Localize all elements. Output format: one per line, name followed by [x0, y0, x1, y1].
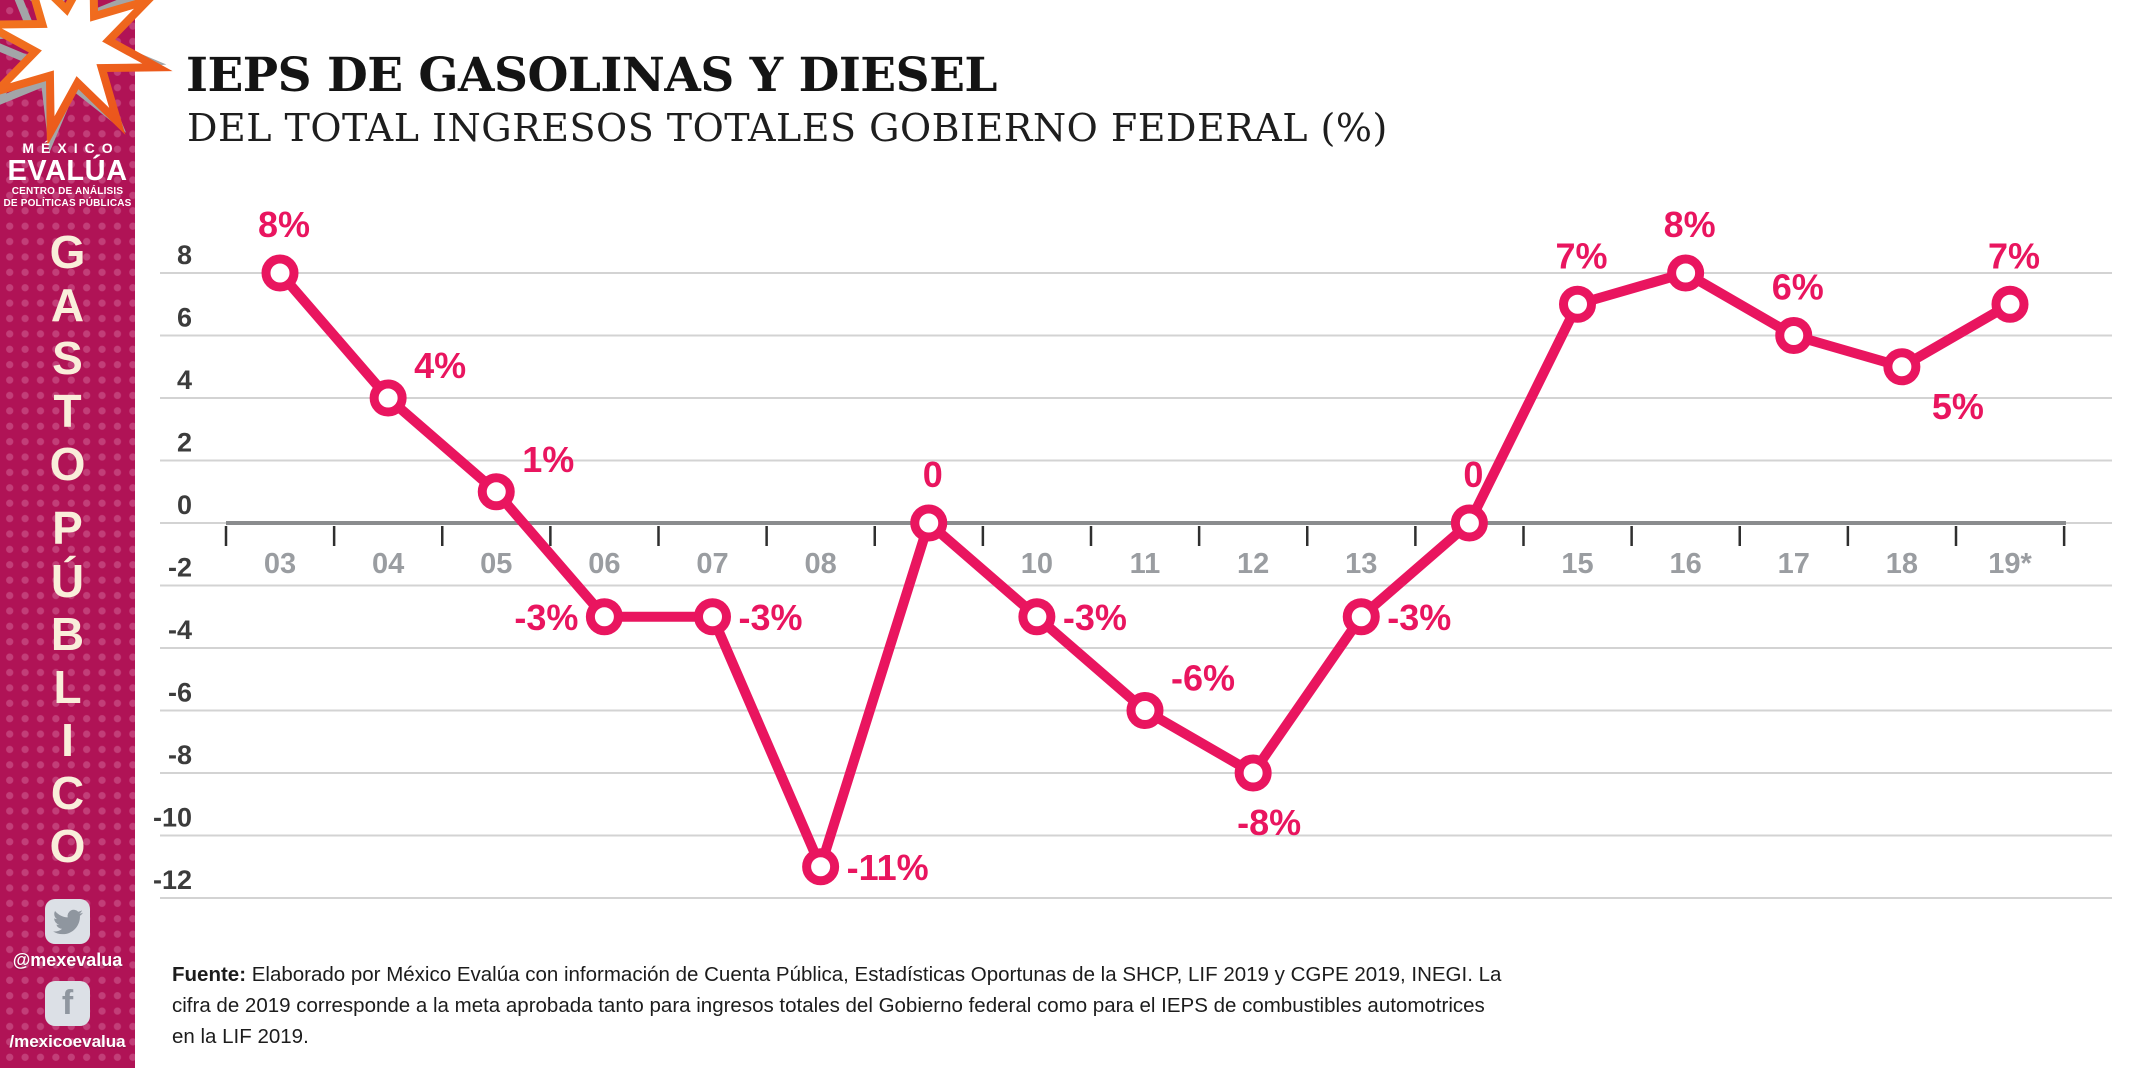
point-label: -3% [739, 597, 803, 638]
point-label: 6% [1772, 267, 1824, 308]
vertical-title-letter: O [49, 438, 86, 490]
x-tick-label: 03 [264, 548, 296, 580]
twitter-handle: @mexevalua [12, 950, 123, 970]
org-name-mexico: MÉXICO [22, 140, 120, 156]
x-tick-label: 17 [1778, 548, 1810, 580]
data-point [1991, 285, 2029, 323]
org-block: MÉXICO EVALÚA CENTRO DE ANÁLISIS DE POLÍ… [0, 140, 135, 209]
point-label: -6% [1171, 658, 1235, 699]
point-label: 1% [522, 439, 574, 480]
data-point [585, 598, 623, 636]
y-tick-label: -2 [168, 553, 192, 583]
data-point [1667, 254, 1705, 292]
x-tick-label: 04 [372, 548, 404, 580]
x-tick-label: 13 [1345, 548, 1377, 580]
chart-y-labels: 8 6 4 2 0 -2 -4 -6 -8 -10 -12 [153, 240, 192, 895]
vertical-title-letter: A [50, 279, 85, 331]
data-point [1018, 598, 1056, 636]
point-label: -3% [1387, 597, 1451, 638]
data-point [802, 848, 840, 886]
data-point [477, 473, 515, 511]
sidebar: MÉXICO EVALÚA CENTRO DE ANÁLISIS DE POLÍ… [0, 0, 173, 1068]
vertical-title-letter: Ú [50, 555, 85, 607]
data-point [1342, 598, 1380, 636]
data-point [1234, 754, 1272, 792]
vertical-title-letter: L [53, 661, 82, 713]
x-tick-label: 10 [1021, 548, 1053, 580]
vertical-title-letter: I [61, 714, 74, 766]
data-point [1126, 692, 1164, 729]
series-points [261, 254, 2029, 886]
vertical-title-letter: G [49, 226, 86, 278]
y-tick-label: -6 [168, 678, 192, 708]
y-tick-label: -4 [168, 615, 192, 645]
x-tick-label: 12 [1237, 548, 1269, 580]
x-tick-label: 19* [1988, 548, 2032, 580]
y-tick-label: 0 [177, 490, 192, 520]
point-label: 0 [1463, 454, 1483, 495]
source-label: Fuente: [172, 963, 247, 986]
y-tick-label: 2 [177, 428, 192, 458]
data-point [261, 254, 299, 292]
source-note: Fuente: Elaborado por México Evalúa con … [172, 960, 1502, 1052]
y-tick-label: 8 [177, 240, 192, 270]
point-label: -3% [514, 597, 578, 638]
x-axis-ticks [224, 526, 2066, 546]
data-point [369, 379, 407, 417]
y-tick-label: -12 [153, 865, 192, 895]
point-label: -11% [847, 847, 929, 888]
data-point [694, 598, 731, 636]
point-label: 5% [1932, 386, 1984, 427]
x-tick-label: 06 [588, 548, 620, 580]
vertical-title-letter: O [49, 820, 86, 872]
x-tick-label: 15 [1561, 548, 1593, 580]
data-point [910, 504, 948, 542]
vertical-title-letter: P [52, 502, 83, 554]
chart-x-labels: 03 04 05 06 07 08 10 11 12 13 15 16 17 18 19* [264, 548, 2033, 580]
data-point [1883, 348, 1921, 386]
point-label: -3% [1063, 597, 1127, 638]
y-tick-label: 4 [177, 365, 192, 395]
vertical-title-letter: C [50, 767, 85, 819]
facebook-icon: f [45, 981, 90, 1026]
source-text: Elaborado por México Evalúa con informac… [172, 963, 1502, 1048]
point-label: 7% [1988, 235, 2040, 276]
social-block: @mexevalua f /mexicoevalua [0, 899, 135, 1062]
point-label: 8% [258, 204, 310, 245]
data-point [1559, 285, 1596, 323]
twitter-icon [45, 899, 90, 944]
data-point [1450, 504, 1488, 542]
series-value-labels: 8% 4% 1% -3% -3% -11% 0 -3% -6% -8% -3% 0 7% 8% 6% 5% 7% [258, 204, 2040, 888]
point-label: 0 [923, 454, 943, 495]
data-point [1775, 317, 1813, 354]
facebook-handle: /mexicoevalua [9, 1032, 126, 1051]
y-tick-label: 6 [177, 303, 192, 333]
y-tick-label: -10 [153, 803, 192, 833]
vertical-title-letter: S [52, 332, 83, 384]
x-tick-label: 11 [1130, 548, 1161, 580]
x-tick-label: 16 [1669, 548, 1701, 580]
twitter-bird-glyph [52, 909, 83, 934]
y-tick-label: -8 [168, 740, 192, 770]
org-tagline-line2: DE POLÍTICAS PÚBLICAS [3, 197, 132, 209]
page-title: IEPS DE GASOLINAS Y DIESEL [186, 48, 997, 103]
facebook-f-glyph: f [61, 983, 74, 1022]
x-tick-label: 07 [696, 548, 728, 580]
vertical-title-letter: T [53, 385, 82, 437]
x-tick-label: 05 [480, 548, 512, 580]
point-label: 4% [414, 345, 466, 386]
point-label: 7% [1555, 235, 1607, 276]
x-tick-label: 08 [804, 548, 836, 580]
x-tick-label: 18 [1886, 548, 1918, 580]
org-tagline-line1: CENTRO DE ANÁLISIS [11, 186, 124, 197]
point-label: -8% [1237, 802, 1301, 843]
org-name-evalua: EVALÚA [7, 155, 128, 187]
point-label: 8% [1664, 204, 1716, 245]
page-subtitle: DEL TOTAL INGRESOS TOTALES GOBIERNO FEDE… [187, 106, 1388, 150]
vertical-title-letter: B [50, 608, 85, 660]
